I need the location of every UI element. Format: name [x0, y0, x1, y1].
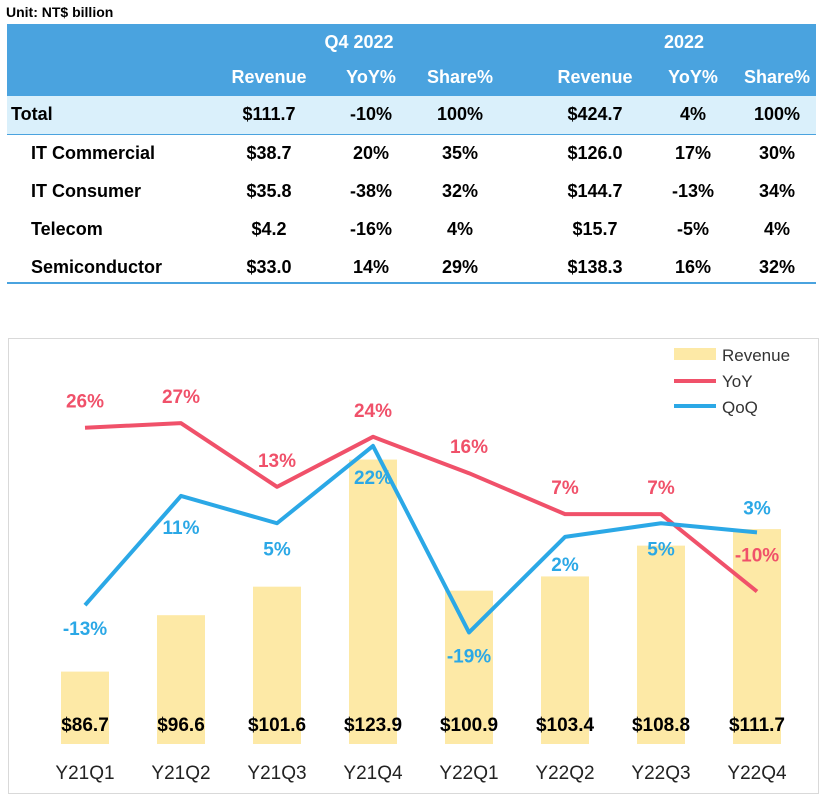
table-cell: 17% [674, 143, 712, 163]
row-label: Telecom [31, 219, 103, 239]
table-cell: 34% [758, 181, 796, 201]
yoy-label: -10% [735, 546, 779, 567]
revenue-bar [733, 529, 781, 744]
row-label: IT Commercial [31, 143, 156, 163]
yoy-label: 7% [551, 478, 579, 499]
table-cell: -13% [671, 181, 715, 201]
col-revenue-q4: Revenue [231, 67, 307, 87]
revenue-bar [637, 545, 685, 744]
table-header: Q4 2022 2022 Revenue YoY% Share% Revenue… [7, 24, 816, 96]
table-cell: 4% [446, 219, 474, 239]
x-tick-label: Y21Q2 [151, 763, 210, 784]
table-cell: $144.7 [567, 181, 623, 201]
table-cell: 35% [441, 143, 479, 163]
revenue-label: $100.9 [440, 715, 498, 736]
col-revenue-2022: Revenue [557, 67, 633, 87]
table-cell: 29% [441, 257, 479, 277]
col-share-2022: Share% [743, 67, 811, 87]
revenue-label: $108.8 [632, 715, 690, 736]
table-cell: $35.8 [246, 181, 292, 201]
qoq-line [83, 443, 758, 635]
revenue-bar [541, 576, 589, 744]
revenue-label: $111.7 [729, 715, 785, 736]
yoy-label: 27% [162, 387, 200, 408]
revenue-label: $86.7 [61, 715, 109, 736]
table-row: IT Consumer $35.8 -38% 32% $144.7 -13% 34% [7, 173, 816, 211]
revenue-label: $96.6 [157, 715, 205, 736]
row-label: Semiconductor [31, 257, 163, 277]
x-tick-label: Y21Q3 [247, 763, 306, 784]
x-tick-label: Y21Q4 [343, 763, 403, 784]
unit-label: Unit: NT$ billion [6, 4, 114, 20]
yoy-label: 13% [258, 451, 296, 472]
table-cell: 14% [352, 257, 390, 277]
table-cell: 30% [758, 143, 796, 163]
revenue-bar [253, 586, 301, 744]
table-cell: $15.7 [572, 219, 618, 239]
col-share-q4: Share% [426, 67, 494, 87]
revenue-chart: 26% 27% 13% 24% 16% 7% 7% -10% -13% 11% 5% 22% -19% 2… [8, 338, 819, 794]
qoq-label: 5% [647, 539, 675, 560]
legend-label: QoQ [722, 398, 758, 417]
yoy-label: 7% [647, 478, 675, 499]
table-cell: -16% [349, 219, 393, 239]
table-cell: 4% [679, 104, 707, 124]
qoq-label: 5% [263, 539, 291, 560]
yoy-line [84, 421, 759, 594]
row-label: IT Consumer [31, 181, 142, 201]
revenue-bar [349, 459, 397, 744]
legend-label: YoY [722, 372, 753, 391]
qoq-label: 3% [743, 498, 771, 519]
table-cell: 32% [441, 181, 479, 201]
revenue-label: $123.9 [344, 715, 402, 736]
x-tick-label: Y22Q4 [727, 763, 787, 784]
table-cell: $138.3 [567, 257, 623, 277]
table-cell: 100% [753, 104, 801, 124]
table-row: Telecom $4.2 -16% 4% $15.7 -5% 4% [7, 211, 816, 249]
qoq-label: 11% [163, 518, 200, 539]
row-label: Total [11, 104, 53, 124]
col-yoy-q4: YoY% [346, 67, 396, 87]
x-tick-label: Y22Q2 [535, 763, 594, 784]
revenue-bar [157, 615, 205, 744]
table-row: Semiconductor $33.0 14% 29% $138.3 16% 32% [7, 249, 816, 287]
legend-revenue-swatch [674, 348, 716, 360]
yoy-label: 16% [450, 437, 488, 458]
table-cell: -5% [676, 219, 710, 239]
chart-svg: 26% 27% 13% 24% 16% 7% 7% -10% -13% 11% 5% 22% -19% 2… [55, 346, 790, 784]
period-q4-2022: Q4 2022 [324, 32, 394, 52]
table-cell: 32% [758, 257, 796, 277]
x-tick-label: Y22Q3 [631, 763, 690, 784]
table-cell: $111.7 [242, 104, 296, 124]
table-cell: 16% [674, 257, 712, 277]
table-cell: $424.7 [567, 104, 623, 124]
table-cell: -10% [349, 104, 393, 124]
legend-label: Revenue [722, 346, 790, 365]
table-cell: 20% [352, 143, 390, 163]
table-bottom-rule [7, 282, 816, 284]
table-cell: -38% [349, 181, 393, 201]
table-row: Total $111.7 -10% 100% $424.7 4% 100% [7, 96, 816, 135]
revenue-label: $101.6 [248, 715, 306, 736]
x-tick-label: Y22Q1 [439, 763, 498, 784]
period-2022: 2022 [663, 32, 705, 52]
table-cell: $4.2 [251, 219, 287, 239]
table-cell: $126.0 [567, 143, 623, 163]
revenue-table: Q4 2022 2022 Revenue YoY% Share% Revenue… [7, 24, 816, 287]
qoq-label: -19% [447, 646, 491, 667]
revenue-bar [61, 671, 109, 744]
qoq-label: 22% [354, 468, 392, 489]
x-tick-label: Y21Q1 [55, 763, 114, 784]
qoq-label: 2% [551, 555, 579, 576]
table-cell: $38.7 [246, 143, 292, 163]
table-row: IT Commercial $38.7 20% 35% $126.0 17% 30% [7, 135, 816, 173]
table-cell: 4% [763, 219, 791, 239]
col-yoy-2022: YoY% [668, 67, 718, 87]
yoy-label: 24% [354, 401, 392, 422]
qoq-label: -13% [63, 619, 107, 640]
yoy-label: 26% [66, 392, 104, 413]
table-cell: 100% [436, 104, 484, 124]
table-cell: $33.0 [246, 257, 292, 277]
revenue-label: $103.4 [536, 715, 595, 736]
